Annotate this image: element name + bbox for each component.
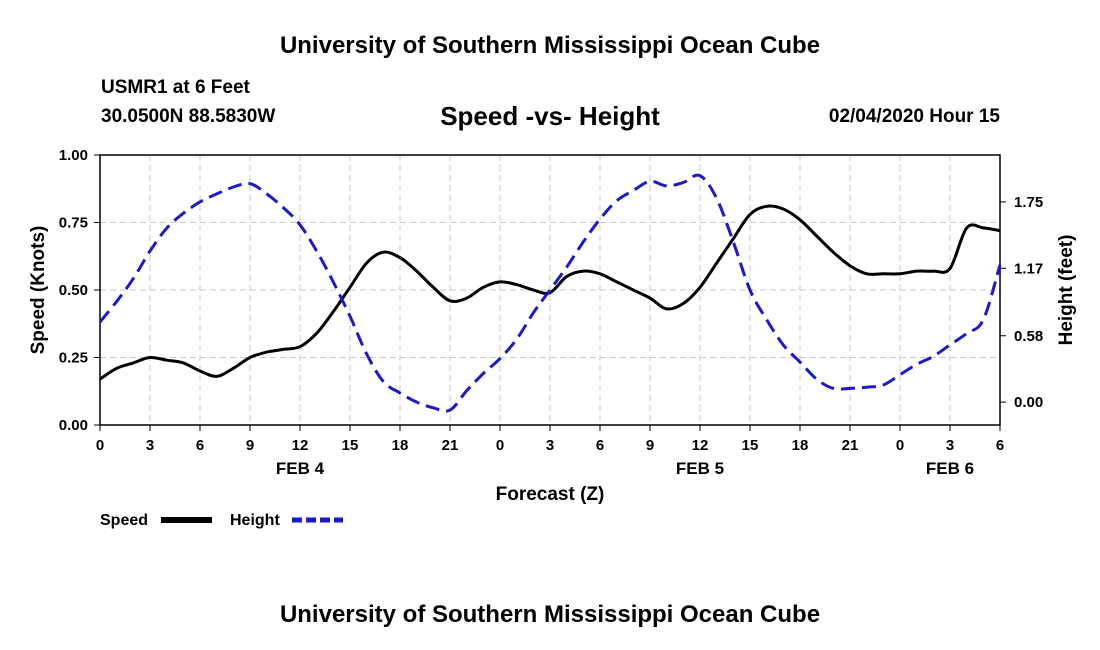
grid [100,155,1000,425]
x-tick-label: 6 [596,437,604,454]
y-right-tick-label: 0.00 [1014,394,1043,411]
series-line-speed [99,204,1001,381]
bottom-title: University of Southern Mississippi Ocean… [279,601,821,628]
date-label: FEB 6 [926,459,974,478]
coords-label: 30.0500N 88.5830W [101,106,276,127]
x-tick-label: 0 [896,437,904,454]
y-left-tick-label: 0.00 [59,417,88,434]
station-label: USMR1 at 6 Feet [101,77,250,98]
x-tick-label: 9 [246,437,254,454]
x-tick-label: 15 [342,437,359,454]
date-label: FEB 4 [276,459,325,478]
x-tick-label: 6 [996,437,1004,454]
x-tick-label: 6 [196,437,204,454]
y-left-tick-label: 1.00 [59,147,88,164]
top-title: University of Southern Mississippi Ocean… [279,32,821,59]
x-axis-title: Forecast (Z) [496,484,605,505]
x-tick-label: 3 [546,437,554,454]
y-axis-right-title: Height (feet) [1056,235,1077,346]
x-tick-label: 3 [146,437,154,454]
x-tick-label: 21 [442,437,459,454]
y-left-tick-label: 0.75 [59,215,88,232]
legend-height-label: Height [230,512,280,529]
date-label: FEB 5 [676,459,724,478]
series-layer [98,173,1002,413]
y-right-tick-label: 0.58 [1014,328,1043,345]
y-right-tick-label: 1.75 [1014,194,1043,211]
x-tick-label: 9 [646,437,654,454]
x-tick-label: 3 [946,437,954,454]
y-left-tick-label: 0.25 [59,350,88,367]
ticks: 0 3 6 9 12 15 18 21 0 3 6 9 12 15 18 21 0 3 6 FEB 4 FEB 5 FEB… [59,147,1043,478]
x-tick-label: 18 [392,437,409,454]
y-axis-left-title: Speed (Knots) [28,226,49,355]
legend: Speed Height [100,512,343,529]
y-right-tick-label: 1.17 [1014,260,1043,277]
x-tick-label: 0 [96,437,104,454]
x-tick-label: 18 [792,437,809,454]
legend-speed-label: Speed [100,512,148,529]
y-left-tick-label: 0.50 [59,282,88,299]
x-tick-label: 0 [496,437,504,454]
x-tick-label: 12 [692,437,709,454]
x-tick-label: 21 [842,437,859,454]
x-tick-label: 12 [292,437,309,454]
x-tick-label: 15 [742,437,759,454]
chart-title: Speed -vs- Height [440,101,660,131]
datetime-label: 02/04/2020 Hour 15 [828,106,1000,127]
series-line-height [98,173,1002,413]
